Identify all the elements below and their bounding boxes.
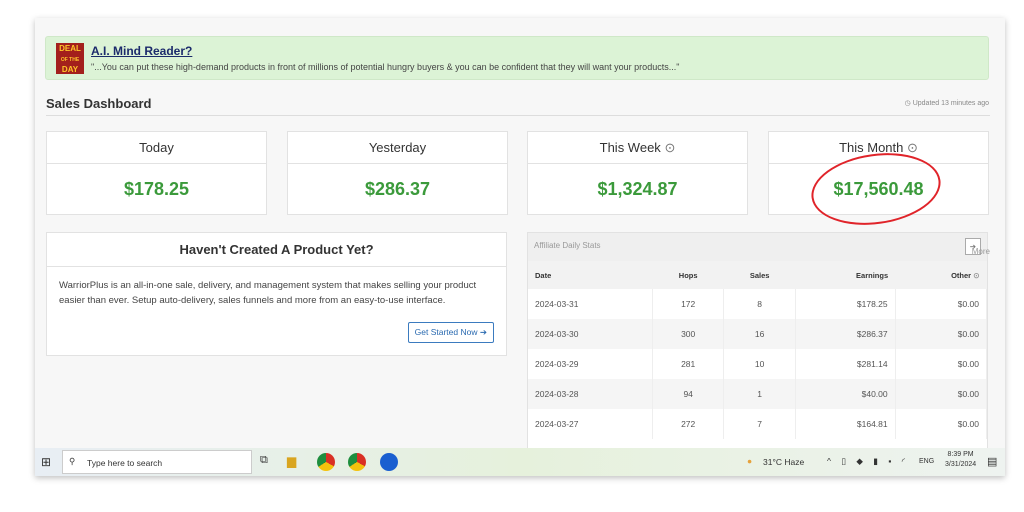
panel-title: Affiliate Daily Stats: [534, 241, 601, 250]
windows-start-icon[interactable]: ⊞: [41, 455, 52, 469]
weather-icon: ●: [747, 456, 753, 466]
table-row: 2024-03-28 94 1 $40.00 $0.00: [528, 379, 988, 409]
table-cell: $286.37: [795, 319, 896, 349]
table-cell: 94: [652, 379, 724, 409]
chrome-icon[interactable]: [317, 453, 335, 471]
table-cell: 7: [723, 409, 797, 439]
card-this-week: This Week ⊙ $1,324.87: [527, 131, 748, 215]
table-cell: $0.00: [895, 289, 988, 319]
browser-viewport: DEAL OF THE DAY A.I. Mind Reader? "...You …: [35, 18, 1005, 476]
create-product-panel: Haven't Created A Product Yet? WarriorPl…: [46, 232, 507, 356]
clock-icon: ◷: [904, 100, 913, 107]
table-cell: $0.00: [895, 379, 988, 409]
table-cell: 2024-03-28: [528, 379, 654, 409]
card-yesterday: Yesterday $286.37: [287, 131, 508, 215]
chrome-icon[interactable]: [348, 453, 366, 471]
info-icon[interactable]: ⊙: [973, 270, 980, 280]
info-icon[interactable]: ⊙: [664, 140, 676, 155]
table-cell: 2024-03-29: [528, 349, 654, 379]
card-today: Today $178.25: [46, 131, 267, 215]
windows-taskbar: ⊞ ⚲ Type here to search ⧉ ▆ ● 31°C Haze ^…: [35, 448, 1005, 476]
panel-text: WarriorPlus is an all-in-one sale, deliv…: [59, 280, 477, 306]
info-icon[interactable]: ⊙: [907, 140, 918, 155]
table-row: 2024-03-30 300 16 $286.37 $0.00: [528, 319, 988, 349]
affiliate-stats-panel: Affiliate Daily Stats More ➔ Date Hops Sa…: [527, 232, 990, 462]
table-cell: 16: [723, 319, 797, 349]
stats-table: Date Hops Sales Earnings Other ⊙ 2024-03…: [528, 261, 988, 439]
table-cell: 10: [723, 349, 797, 379]
divider: [46, 115, 990, 116]
search-icon: ⚲: [69, 456, 76, 466]
taskbar-search-input[interactable]: ⚲ Type here to search: [62, 450, 252, 474]
language-indicator[interactable]: ENG: [919, 458, 935, 465]
table-cell: $0.00: [895, 409, 988, 439]
table-cell: 172: [652, 289, 724, 319]
get-started-button[interactable]: Get Started Now ➔: [407, 322, 494, 343]
page-title: Sales Dashboard: [46, 96, 152, 111]
updated-status: ◷ Updated 13 minutes ago: [904, 100, 989, 107]
table-cell: 1: [723, 379, 797, 409]
card-this-month: This Month ⊙ $17,560.48: [768, 131, 989, 215]
table-row: 2024-03-29 281 10 $281.14 $0.00: [528, 349, 988, 379]
table-cell: 272: [652, 409, 724, 439]
notifications-icon[interactable]: ▤: [987, 456, 998, 468]
table-cell: $0.00: [895, 319, 988, 349]
table-cell: $281.14: [795, 349, 896, 379]
system-tray-icons[interactable]: ^ ▯ ◆ ▮ ▪ ◜: [827, 456, 909, 466]
task-view-icon[interactable]: ⧉: [260, 454, 268, 466]
table-cell: 2024-03-27: [528, 409, 654, 439]
table-row: 2024-03-27 272 7 $164.81 $0.00: [528, 409, 988, 439]
table-cell: 2024-03-30: [528, 319, 654, 349]
deal-of-the-day-logo: DEAL OF THE DAY: [56, 43, 84, 74]
table-row: 2024-03-31 172 8 $178.25 $0.00: [528, 289, 988, 319]
table-cell: 300: [652, 319, 724, 349]
file-explorer-icon[interactable]: ▆: [287, 454, 297, 468]
deal-title-link[interactable]: A.I. Mind Reader?: [91, 44, 193, 58]
table-cell: $164.81: [795, 409, 896, 439]
table-cell: $40.00: [795, 379, 896, 409]
table-cell: 8: [723, 289, 797, 319]
deal-text: "...You can put these high-demand produc…: [91, 62, 680, 72]
panel-title: Haven't Created A Product Yet?: [47, 233, 506, 267]
table-cell: 281: [652, 349, 724, 379]
arrow-circle-icon: ➔: [479, 327, 487, 337]
table-cell: 2024-03-31: [528, 289, 654, 319]
app-icon[interactable]: [380, 453, 398, 471]
table-cell: $178.25: [795, 289, 896, 319]
weather-text[interactable]: 31°C Haze: [763, 457, 805, 467]
clock[interactable]: 8:39 PM 3/31/2024: [945, 451, 977, 468]
deal-banner: DEAL OF THE DAY A.I. Mind Reader? "...You …: [45, 36, 989, 80]
table-cell: $0.00: [895, 349, 988, 379]
more-button[interactable]: More ➔: [964, 238, 990, 256]
